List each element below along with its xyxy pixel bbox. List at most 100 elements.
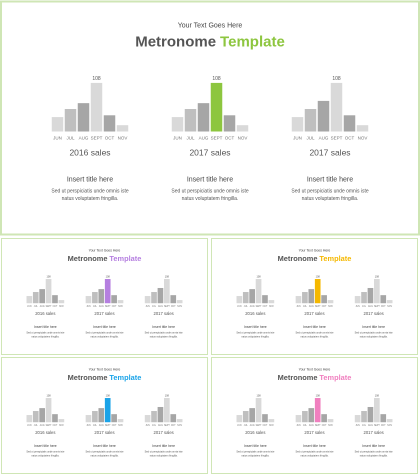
bar bbox=[223, 115, 236, 132]
item-body: natus voluptatem fringilla. bbox=[302, 196, 359, 202]
chart-label: 2017 sales bbox=[309, 148, 350, 158]
item-title: Insert title here bbox=[303, 444, 326, 448]
title-accent: Template bbox=[319, 373, 351, 382]
item-body: Sed ut perspiciatis unde omnis iste bbox=[291, 189, 368, 195]
chart-label: 2016 sales bbox=[69, 148, 110, 158]
title: Metronome Template bbox=[68, 373, 142, 382]
category-label: AUG bbox=[309, 424, 314, 427]
value-label: 108 bbox=[165, 276, 170, 279]
category-label: OCT bbox=[322, 306, 327, 308]
bar bbox=[39, 289, 45, 304]
bar bbox=[157, 287, 164, 304]
category-label: NOV bbox=[118, 425, 123, 427]
bar bbox=[308, 289, 315, 304]
bar bbox=[151, 411, 157, 423]
subtitle: Your Text Goes Here bbox=[89, 367, 121, 371]
category-label: OCT bbox=[171, 306, 176, 308]
bar bbox=[116, 125, 129, 132]
bar bbox=[361, 411, 367, 423]
category-label: JUN bbox=[296, 306, 301, 308]
bar bbox=[236, 125, 249, 132]
category-label: JUL bbox=[34, 306, 39, 308]
title-main: Metronome bbox=[278, 373, 318, 382]
category-label: AUG bbox=[158, 424, 163, 427]
item-title: Insert title here bbox=[67, 177, 113, 184]
category-label: AUG bbox=[99, 424, 104, 427]
category-label: NOV bbox=[328, 425, 333, 427]
bar bbox=[321, 414, 327, 423]
bar bbox=[330, 82, 343, 132]
item-body: Sed ut perspiciatis unde omnis iste bbox=[145, 451, 184, 454]
category-label: JUL bbox=[362, 425, 367, 427]
category-label: JUN bbox=[237, 425, 242, 427]
bar bbox=[98, 289, 105, 304]
bar bbox=[111, 414, 117, 423]
category-label: SEPT bbox=[211, 136, 223, 141]
value-label: 108 bbox=[375, 395, 380, 398]
item-title: Insert title here bbox=[34, 325, 57, 329]
category-label: JUN bbox=[173, 136, 182, 141]
category-label: JUN bbox=[27, 425, 32, 427]
bar bbox=[90, 82, 103, 132]
title-accent: Template bbox=[109, 254, 141, 263]
bar bbox=[85, 415, 92, 423]
item-body: natus voluptatem fringilla. bbox=[360, 335, 388, 338]
category-label: AUG bbox=[368, 424, 373, 427]
bar bbox=[314, 279, 321, 304]
bar bbox=[268, 419, 275, 423]
category-label: SEPT bbox=[374, 425, 380, 427]
category-label: NOV bbox=[177, 306, 182, 308]
bar bbox=[374, 398, 380, 423]
bar bbox=[26, 415, 33, 423]
bar bbox=[255, 398, 262, 423]
bar bbox=[262, 295, 268, 304]
chart-label: 2017 sales bbox=[94, 311, 114, 316]
value-label: 108 bbox=[257, 276, 262, 279]
title: Metronome Template bbox=[278, 373, 352, 382]
chart-label: 2016 sales bbox=[245, 430, 265, 435]
bar bbox=[302, 411, 308, 423]
chart-label: 2017 sales bbox=[189, 148, 230, 158]
category-label: OCT bbox=[263, 306, 268, 308]
bar bbox=[171, 117, 184, 132]
category-label: NOV bbox=[238, 136, 248, 141]
category-label: AUG bbox=[40, 424, 45, 427]
category-label: SEPT bbox=[164, 306, 170, 308]
category-label: AUG bbox=[199, 136, 209, 141]
subtitle: Your Text Goes Here bbox=[299, 248, 331, 252]
bar bbox=[210, 82, 223, 132]
category-label: JUN bbox=[53, 136, 62, 141]
item-title: Insert title here bbox=[244, 325, 267, 329]
value-label: 108 bbox=[92, 76, 101, 82]
bar bbox=[242, 292, 249, 304]
bar bbox=[386, 300, 393, 304]
category-label: SEPT bbox=[374, 306, 380, 308]
bar bbox=[249, 408, 255, 423]
slide: Your Text Goes Here Metronome Template JUN J… bbox=[211, 357, 418, 474]
category-label: JUL bbox=[186, 136, 194, 141]
bar bbox=[236, 296, 243, 304]
subtitle: Your Text Goes Here bbox=[299, 367, 331, 371]
bar bbox=[262, 414, 268, 423]
bar bbox=[176, 419, 183, 423]
bar bbox=[255, 279, 262, 304]
category-label: JUL bbox=[306, 136, 314, 141]
chart-label: 2017 sales bbox=[154, 430, 174, 435]
category-label: NOV bbox=[387, 425, 392, 427]
bar bbox=[85, 296, 92, 304]
category-label: OCT bbox=[105, 136, 115, 141]
bar bbox=[354, 415, 361, 423]
category-label: OCT bbox=[381, 306, 386, 308]
bar bbox=[343, 115, 356, 132]
value-label: 108 bbox=[316, 395, 321, 398]
value-label: 108 bbox=[47, 276, 52, 279]
item-body: natus voluptatem fringilla. bbox=[31, 335, 59, 338]
value-label: 108 bbox=[316, 276, 321, 279]
chart-label: 2017 sales bbox=[364, 311, 384, 316]
bar bbox=[291, 117, 304, 132]
item-body: Sed ut perspiciatis unde omnis iste bbox=[355, 451, 394, 454]
bar bbox=[367, 406, 374, 423]
item-title: Insert title here bbox=[362, 444, 385, 448]
